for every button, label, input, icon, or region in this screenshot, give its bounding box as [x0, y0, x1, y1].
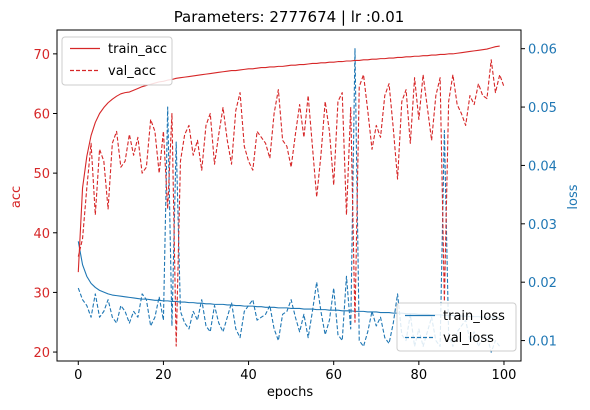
right-y-tick-label: 0.01: [528, 335, 557, 350]
x-axis-title: epochs: [267, 385, 314, 400]
left-y-tick-label: 60: [33, 107, 50, 122]
x-tick-label: 40: [240, 368, 257, 383]
legend-val-acc-label: val_acc: [108, 64, 156, 79]
left-y-tick-label: 50: [33, 167, 50, 182]
right-y-axis: 0.01 0.02 0.03 0.04 0.05 0.06: [521, 43, 557, 350]
left-y-tick-label: 70: [33, 48, 50, 63]
x-tick-label: 0: [74, 368, 82, 383]
left-y-axis: 20 30 40 50 60 70: [33, 48, 57, 361]
right-y-tick-label: 0.03: [528, 218, 557, 233]
x-tick-label: 100: [492, 368, 517, 383]
right-y-tick-label: 0.05: [528, 101, 557, 116]
legend-train-loss-label: train_loss: [443, 309, 505, 324]
right-y-tick-label: 0.04: [528, 159, 557, 174]
chart-title: Parameters: 2777674 | lr :0.01: [174, 8, 405, 26]
right-y-tick-label: 0.02: [528, 276, 557, 291]
legend-acc: train_acc val_acc: [61, 36, 173, 86]
right-y-axis-title: loss: [566, 184, 581, 209]
legend-val-loss-label: val_loss: [443, 331, 494, 346]
x-tick-label: 60: [325, 368, 342, 383]
right-y-tick-label: 0.06: [528, 43, 557, 58]
plot-frame: [56, 29, 522, 362]
left-y-axis-title: acc: [9, 186, 24, 208]
x-axis: 0 20 40 60 80 100: [74, 361, 516, 383]
left-y-tick-label: 30: [33, 286, 50, 301]
val-loss-line: [77, 48, 501, 353]
legend-train-acc-label: train_acc: [108, 42, 167, 57]
legend-loss: train_loss val_loss: [396, 302, 517, 352]
left-y-tick-label: 20: [33, 346, 50, 361]
x-tick-label: 20: [155, 368, 172, 383]
val-acc-line: [77, 59, 505, 347]
left-y-tick-label: 40: [33, 227, 50, 242]
x-tick-label: 80: [411, 368, 428, 383]
